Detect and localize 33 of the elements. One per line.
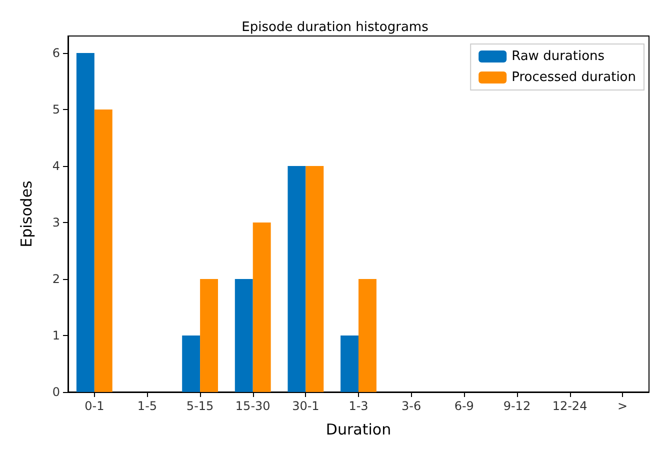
x-tick-label: 1-3	[348, 399, 368, 413]
y-axis-title: Episodes	[18, 180, 36, 248]
x-tick-label: 0-1	[84, 399, 104, 413]
y-tick-label: 6	[52, 46, 60, 60]
x-tick-label: 12-24	[552, 399, 588, 413]
bar	[306, 166, 324, 392]
bar	[358, 278, 376, 392]
bar	[182, 335, 200, 392]
x-tick-label: 30-1	[292, 399, 320, 413]
y-tick-label: 3	[52, 215, 60, 230]
x-tick-label: 3-6	[402, 399, 422, 413]
bar	[340, 335, 358, 392]
bar	[288, 166, 306, 392]
y-tick-label: 2	[52, 272, 60, 286]
x-tick-label: 1-5	[137, 399, 158, 413]
x-tick-label: 15-30	[235, 399, 270, 413]
bar	[200, 278, 218, 392]
bar	[94, 109, 112, 392]
x-tick-label: 6-9	[454, 399, 474, 413]
bar	[252, 222, 271, 392]
bar	[76, 52, 94, 392]
x-tick-label: >	[618, 399, 628, 413]
y-tick-label: 5	[52, 102, 60, 116]
x-tick-label: 9-12	[503, 399, 531, 413]
y-tick-label: 1	[52, 328, 60, 342]
y-tick-label: 4	[52, 158, 60, 173]
x-tick-label: 5-15	[186, 399, 214, 413]
chart-title: Episode duration histograms	[242, 20, 429, 35]
legend-label: Raw durations	[512, 49, 605, 64]
legend-label: Processed duration	[512, 70, 636, 85]
x-axis-title: Duration	[326, 420, 392, 438]
bar	[234, 278, 253, 392]
y-tick-label: 0	[52, 385, 60, 399]
